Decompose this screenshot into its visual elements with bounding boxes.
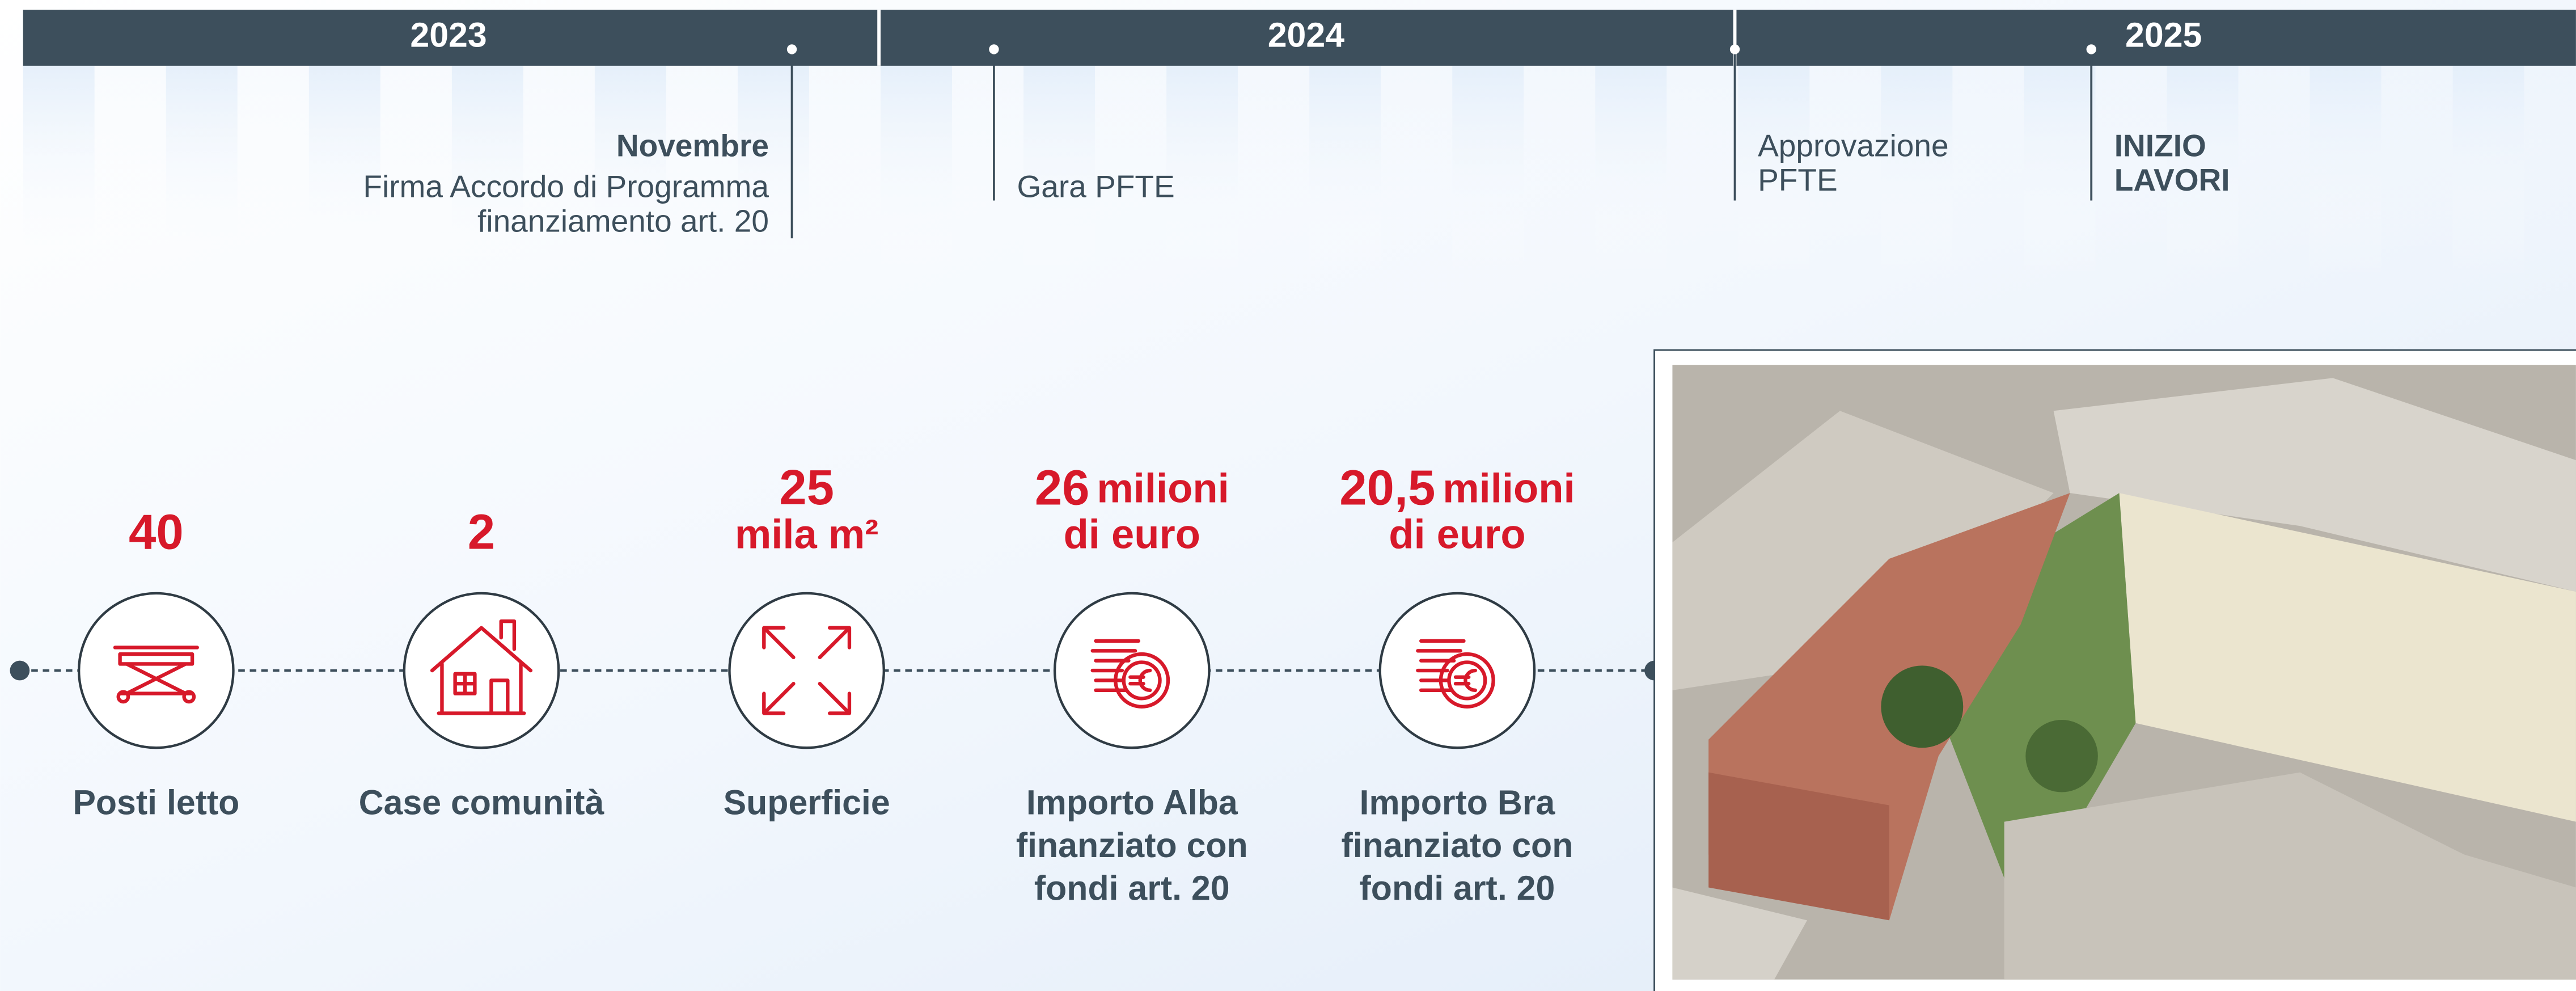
stat-label: finanziato con (1016, 826, 1248, 865)
render-image (1655, 350, 2576, 991)
event-dot (2087, 44, 2096, 54)
stat-label: fondi art. 20 (1360, 868, 1555, 907)
stat-unit: di euro (1389, 512, 1525, 558)
stripe (1238, 66, 1309, 280)
stat-label: Case comunità (359, 783, 604, 822)
event-dot (787, 44, 797, 54)
stripe (1166, 66, 1238, 280)
stripe (1666, 66, 1738, 280)
stat-label: Superficie (724, 783, 890, 822)
stripe (2524, 66, 2576, 280)
year-label: 2025 (2125, 16, 2202, 54)
event-text: finanziamento art. 20 (477, 204, 769, 239)
stripe (23, 66, 95, 280)
stripe (881, 66, 952, 280)
stat-number: 20,5 (1339, 460, 1435, 515)
event-dot (989, 44, 999, 54)
stripe (2382, 66, 2453, 280)
stat-label: fondi art. 20 (1034, 868, 1230, 907)
stat-label: finanziato con (1341, 826, 1573, 865)
stat-value: 2 (468, 504, 495, 559)
year-label: 2023 (410, 16, 487, 54)
event-text: Firma Accordo di Programma (363, 169, 769, 204)
event-text: PFTE (1758, 162, 1838, 197)
stripe (1524, 66, 1595, 280)
stat-circle (1380, 593, 1534, 748)
event-title: Novembre (616, 128, 769, 163)
stat-unit: di euro (1064, 512, 1200, 558)
stripe (809, 66, 881, 280)
stripe (1595, 66, 1666, 280)
stripe (1952, 66, 2024, 280)
stripe (1381, 66, 1452, 280)
stat-label: Posti letto (73, 783, 239, 822)
stripe (1881, 66, 1952, 280)
stat-value: 26 milioni (1035, 460, 1229, 515)
stat-unit: mila m² (735, 512, 879, 558)
stat-circle (404, 593, 559, 748)
event-title: LAVORI (2114, 162, 2230, 197)
dot (10, 661, 29, 681)
stripe (2310, 66, 2382, 280)
year-label: 2024 (1268, 16, 1344, 54)
stripe (2453, 66, 2524, 280)
stat-value: 20,5 milioni (1339, 460, 1575, 515)
event-text: Gara PFTE (1017, 169, 1174, 204)
stat-unit: milioni (1443, 465, 1575, 511)
stripe (95, 66, 166, 280)
event-dot (1730, 44, 1740, 54)
event-title: INIZIO (2114, 128, 2206, 163)
stat-value: 40 (129, 504, 184, 559)
stat-value: 25 (779, 460, 834, 515)
stat-unit: milioni (1097, 465, 1229, 511)
stat-label: Importo Alba (1026, 783, 1238, 822)
stripe (2024, 66, 2095, 280)
stripe (2239, 66, 2310, 280)
stripe (952, 66, 1023, 280)
stat-number: 26 (1035, 460, 1090, 515)
page: 2023 2024 2025 Novembre Firma Accordo di Pro… (0, 0, 2576, 991)
event-text: Approvazione (1758, 128, 1949, 163)
stat-circle (729, 593, 883, 748)
stripe (1309, 66, 1381, 280)
stat-circle (1055, 593, 1209, 748)
stripe (166, 66, 238, 280)
stat-circle (79, 593, 233, 748)
stripe (1452, 66, 1524, 280)
stripe (238, 66, 309, 280)
stat-label: Importo Bra (1360, 783, 1556, 822)
